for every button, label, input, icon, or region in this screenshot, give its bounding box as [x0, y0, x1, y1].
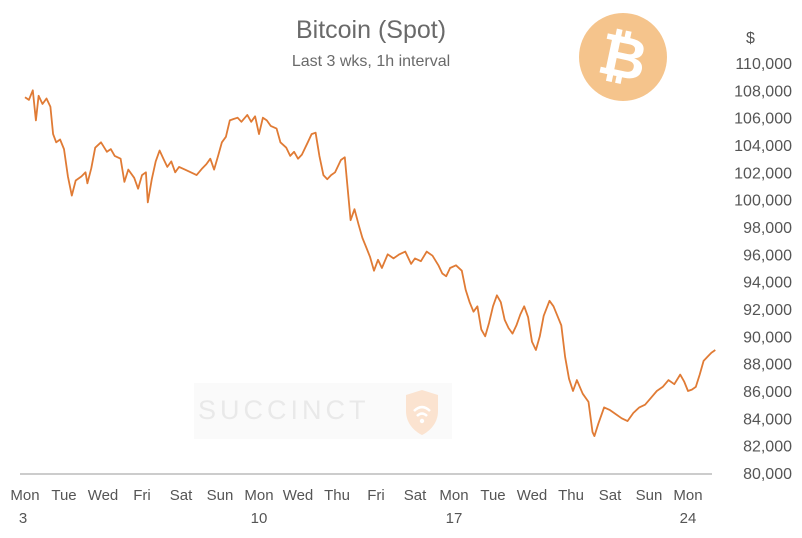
x-tick-label: Sat	[404, 487, 427, 504]
x-tick-label: Fri	[367, 487, 385, 504]
y-tick-label: 100,000	[734, 193, 792, 210]
x-axis: Mon 3 Tue Wed Fri Sat Sun Mon 10 Wed Thu Fri Sat Mon 1…	[10, 473, 712, 527]
watermark: SUCCINCT	[194, 383, 452, 439]
x-tick-date-label: 24	[680, 510, 697, 527]
series-layer	[24, 89, 716, 438]
x-tick-label: Sat	[170, 487, 193, 504]
x-tick-label: Sun	[636, 487, 663, 504]
x-tick-label: Wed	[517, 487, 548, 504]
x-tick-label: Sun	[207, 487, 234, 504]
x-tick-label: Tue	[480, 487, 505, 504]
y-tick-label: 90,000	[743, 329, 792, 346]
x-tick-label: Sat	[599, 487, 622, 504]
x-tick-label: Wed	[88, 487, 119, 504]
x-tick-date-label: 17	[446, 510, 463, 527]
x-tick-label: Wed	[283, 487, 314, 504]
y-tick-label: 104,000	[734, 138, 792, 155]
chart-subtitle: Last 3 wks, 1h interval	[291, 53, 451, 70]
y-tick-label: 94,000	[743, 275, 792, 292]
x-tick-label: Thu	[558, 487, 584, 504]
x-tick-label: Fri	[133, 487, 151, 504]
x-tick-date-label: 10	[251, 510, 268, 527]
y-axis: 80,000 82,000 84,000 86,000 88,000 90,000 92,0…	[734, 56, 792, 483]
y-tick-label: 98,000	[743, 220, 792, 237]
x-tick-label: Tue	[51, 487, 76, 504]
chart-title: Bitcoin (Spot)	[295, 16, 447, 44]
shield-wifi-icon	[406, 390, 438, 435]
y-tick-label: 96,000	[743, 247, 792, 264]
y-tick-label: 108,000	[734, 83, 792, 100]
price-series-line	[24, 89, 716, 438]
y-tick-label: 86,000	[743, 384, 792, 401]
x-tick-label: Mon	[673, 487, 702, 504]
y-tick-label: 102,000	[734, 165, 792, 182]
y-tick-label: 110,000	[735, 56, 792, 73]
x-tick-label: Mon	[439, 487, 468, 504]
y-axis-unit-label: $	[746, 30, 755, 47]
y-tick-label: 80,000	[743, 466, 792, 483]
x-tick-label: Mon	[244, 487, 273, 504]
y-tick-label: 84,000	[743, 411, 792, 428]
y-tick-label: 88,000	[743, 357, 792, 374]
y-tick-label: 82,000	[743, 439, 792, 456]
x-tick-date-label: 3	[19, 510, 27, 527]
x-tick-label: Thu	[324, 487, 350, 504]
watermark-text: SUCCINCT	[198, 395, 370, 425]
bitcoin-logo-icon: ₿	[579, 13, 667, 101]
y-tick-label: 106,000	[734, 111, 792, 128]
x-tick-label: Mon	[10, 487, 39, 504]
y-tick-label: 92,000	[743, 302, 792, 319]
